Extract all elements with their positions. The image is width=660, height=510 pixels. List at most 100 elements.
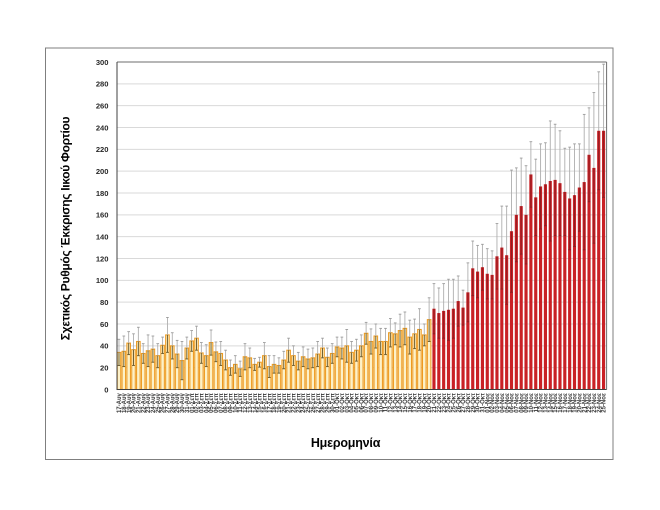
svg-text:18-Οκτ: 18-Οκτ: [418, 393, 424, 413]
svg-text:05-Νοε: 05-Νοε: [505, 393, 511, 413]
svg-text:15-Νοε: 15-Νοε: [553, 393, 559, 413]
svg-text:22-Νοε: 22-Νοε: [587, 393, 593, 413]
svg-text:28-Αυγ: 28-Αυγ: [170, 393, 176, 413]
svg-text:31-Οκτ: 31-Οκτ: [481, 393, 487, 413]
svg-text:02-Νοε: 02-Νοε: [490, 393, 496, 413]
svg-text:03-Σεπ: 03-Σεπ: [199, 393, 205, 413]
svg-text:19-Οκτ: 19-Οκτ: [422, 393, 428, 413]
svg-text:18-Νοε: 18-Νοε: [568, 393, 574, 413]
svg-text:17-Σεπ: 17-Σεπ: [267, 393, 273, 413]
svg-text:15-Σεπ: 15-Σεπ: [258, 393, 264, 413]
svg-text:20-Οκτ: 20-Οκτ: [427, 393, 433, 413]
svg-text:18-Σεπ: 18-Σεπ: [272, 393, 278, 413]
svg-text:260: 260: [96, 101, 109, 110]
svg-text:60: 60: [100, 320, 108, 329]
svg-text:12-Σεπ: 12-Σεπ: [243, 393, 249, 413]
svg-text:Σχετικός Ρυθμός Έκκρισης Ιικού: Σχετικός Ρυθμός Έκκρισης Ιικού Φορτίου: [58, 116, 72, 340]
svg-text:16-Νοε: 16-Νοε: [558, 393, 564, 413]
svg-text:23-Οκτ: 23-Οκτ: [442, 393, 448, 413]
svg-text:18-Αυγ: 18-Αυγ: [122, 393, 128, 413]
svg-text:10-Σεπ: 10-Σεπ: [233, 393, 239, 413]
svg-text:21-Νοε: 21-Νοε: [582, 393, 588, 413]
svg-text:26-Σεπ: 26-Σεπ: [311, 393, 317, 413]
svg-text:04-Οκτ: 04-Οκτ: [350, 393, 356, 413]
svg-text:20-Νοε: 20-Νοε: [577, 393, 583, 413]
svg-text:100: 100: [96, 276, 109, 285]
svg-text:21-Οκτ: 21-Οκτ: [432, 393, 438, 413]
svg-text:21-Σεπ: 21-Σεπ: [287, 393, 293, 413]
svg-text:24-Νοε: 24-Νοε: [597, 393, 603, 413]
svg-text:280: 280: [96, 80, 109, 89]
svg-text:200: 200: [96, 167, 109, 176]
svg-text:17-Οκτ: 17-Οκτ: [413, 393, 419, 413]
svg-text:19-Σεπ: 19-Σεπ: [277, 393, 283, 413]
svg-text:07-Οκτ: 07-Οκτ: [364, 393, 370, 413]
svg-text:06-Σεπ: 06-Σεπ: [214, 393, 220, 413]
svg-text:20-Αυγ: 20-Αυγ: [132, 393, 138, 413]
svg-text:14-Νοε: 14-Νοε: [548, 393, 554, 413]
svg-text:06-Οκτ: 06-Οκτ: [359, 393, 365, 413]
svg-text:15-Οκτ: 15-Οκτ: [403, 393, 409, 413]
svg-text:29-Οκτ: 29-Οκτ: [471, 393, 477, 413]
svg-text:23-Νοε: 23-Νοε: [592, 393, 598, 413]
svg-text:16-Οκτ: 16-Οκτ: [408, 393, 414, 413]
svg-text:28-Οκτ: 28-Οκτ: [466, 393, 472, 413]
svg-text:08-Οκτ: 08-Οκτ: [369, 393, 375, 413]
svg-text:25-Οκτ: 25-Οκτ: [451, 393, 457, 413]
svg-text:17-Αυγ: 17-Αυγ: [117, 393, 123, 413]
svg-text:22-Οκτ: 22-Οκτ: [437, 393, 443, 413]
svg-text:05-Σεπ: 05-Σεπ: [209, 393, 215, 413]
svg-text:180: 180: [96, 189, 109, 198]
svg-text:240: 240: [96, 123, 109, 132]
svg-text:03-Νοε: 03-Νοε: [495, 393, 501, 413]
svg-text:11-Σεπ: 11-Σεπ: [238, 393, 244, 413]
svg-text:10-Νοε: 10-Νοε: [529, 393, 535, 413]
svg-text:10-Οκτ: 10-Οκτ: [379, 393, 385, 413]
svg-text:01-Νοε: 01-Νοε: [485, 393, 491, 413]
svg-text:01-Σεπ: 01-Σεπ: [190, 393, 196, 413]
svg-text:07-Σεπ: 07-Σεπ: [219, 393, 225, 413]
svg-text:04-Σεπ: 04-Σεπ: [204, 393, 210, 413]
svg-text:30-Σεπ: 30-Σεπ: [330, 393, 336, 413]
svg-text:31-Αυγ: 31-Αυγ: [185, 393, 191, 413]
svg-text:09-Σεπ: 09-Σεπ: [229, 393, 235, 413]
svg-text:09-Νοε: 09-Νοε: [524, 393, 530, 413]
svg-text:22-Αυγ: 22-Αυγ: [141, 393, 147, 413]
svg-text:01-Οκτ: 01-Οκτ: [335, 393, 341, 413]
svg-text:300: 300: [96, 58, 109, 67]
svg-text:06-Νοε: 06-Νοε: [510, 393, 516, 413]
svg-text:20: 20: [100, 363, 108, 372]
svg-text:120: 120: [96, 254, 109, 263]
svg-text:09-Οκτ: 09-Οκτ: [374, 393, 380, 413]
svg-text:07-Νοε: 07-Νοε: [514, 393, 520, 413]
svg-text:24-Σεπ: 24-Σεπ: [301, 393, 307, 413]
svg-text:08-Νοε: 08-Νοε: [519, 393, 525, 413]
svg-text:25-Σεπ: 25-Σεπ: [306, 393, 312, 413]
svg-text:23-Αυγ: 23-Αυγ: [146, 393, 152, 413]
svg-text:13-Οκτ: 13-Οκτ: [393, 393, 399, 413]
svg-text:08-Σεπ: 08-Σεπ: [224, 393, 230, 413]
svg-text:13-Σεπ: 13-Σεπ: [248, 393, 254, 413]
svg-text:11-Οκτ: 11-Οκτ: [384, 393, 390, 412]
svg-text:29-Σεπ: 29-Σεπ: [325, 393, 331, 413]
svg-text:24-Αυγ: 24-Αυγ: [151, 393, 157, 413]
svg-text:27-Αυγ: 27-Αυγ: [166, 393, 172, 413]
svg-text:19-Αυγ: 19-Αυγ: [127, 393, 133, 413]
svg-text:13-Νοε: 13-Νοε: [544, 393, 550, 413]
svg-text:11-Νοε: 11-Νοε: [534, 393, 540, 412]
svg-text:30-Αυγ: 30-Αυγ: [180, 393, 186, 413]
svg-text:05-Οκτ: 05-Οκτ: [355, 393, 361, 413]
svg-text:19-Νοε: 19-Νοε: [573, 393, 579, 413]
svg-text:02-Σεπ: 02-Σεπ: [195, 393, 201, 413]
svg-text:04-Νοε: 04-Νοε: [500, 393, 506, 413]
svg-text:26-Οκτ: 26-Οκτ: [456, 393, 462, 413]
svg-text:03-Οκτ: 03-Οκτ: [345, 393, 351, 413]
svg-text:23-Σεπ: 23-Σεπ: [296, 393, 302, 413]
svg-text:22-Σεπ: 22-Σεπ: [292, 393, 298, 413]
svg-text:16-Σεπ: 16-Σεπ: [262, 393, 268, 413]
svg-text:160: 160: [96, 211, 109, 220]
svg-text:14-Οκτ: 14-Οκτ: [398, 393, 404, 413]
svg-text:28-Σεπ: 28-Σεπ: [321, 393, 327, 413]
svg-text:27-Οκτ: 27-Οκτ: [461, 393, 467, 413]
svg-text:25-Νοε: 25-Νοε: [602, 393, 608, 413]
